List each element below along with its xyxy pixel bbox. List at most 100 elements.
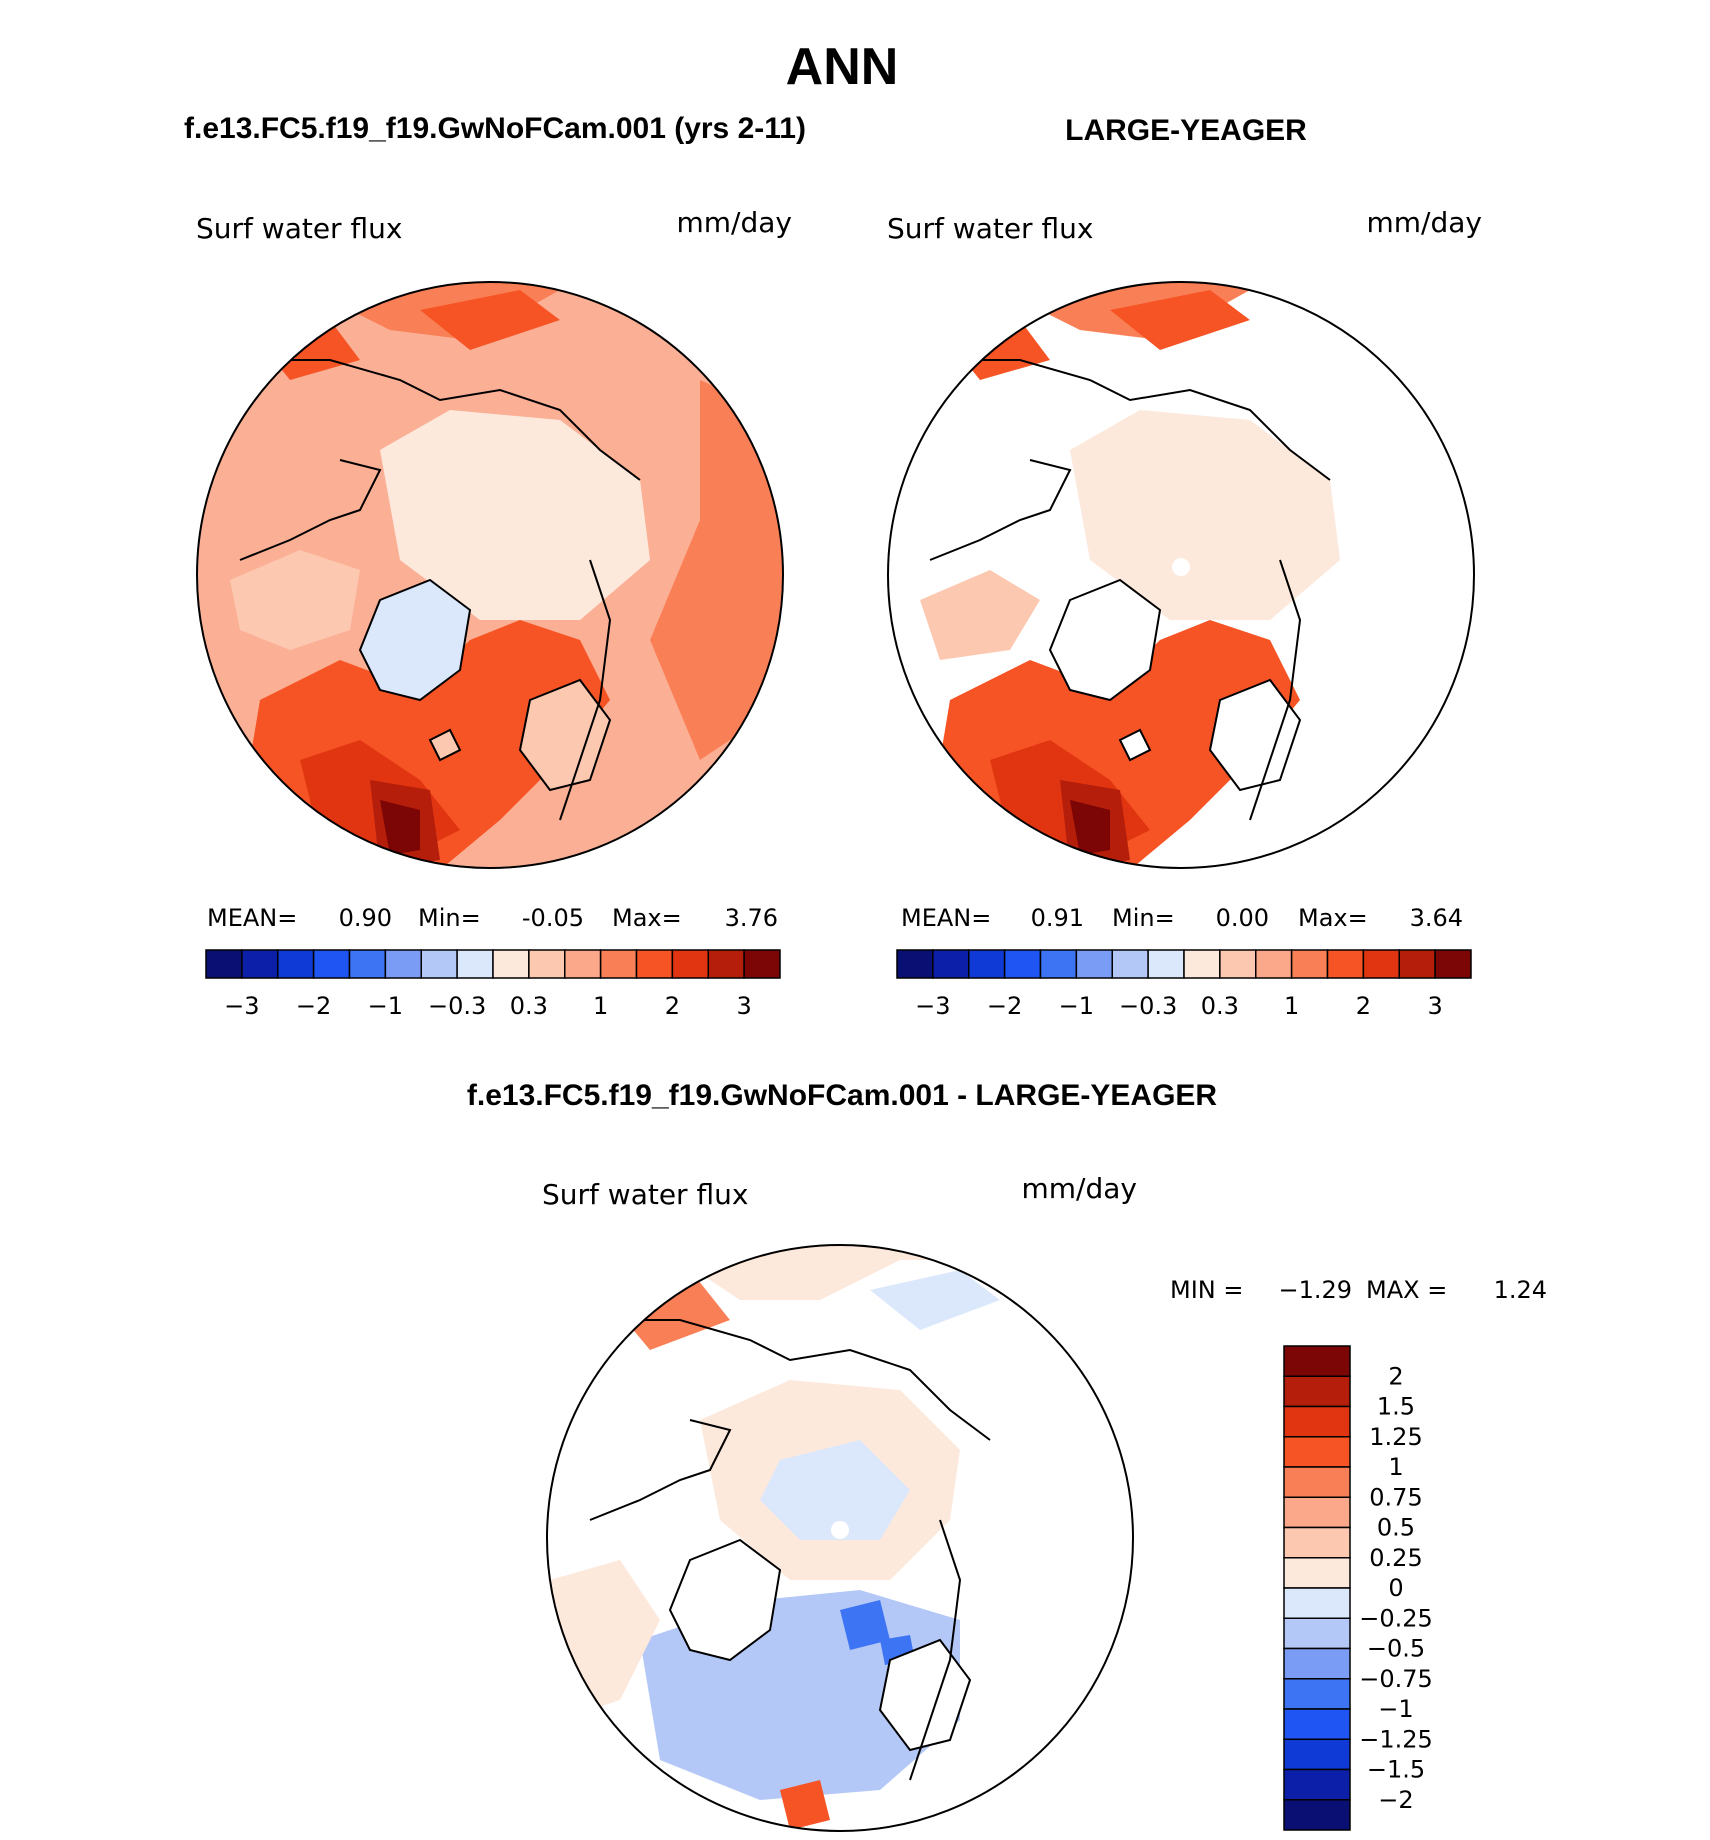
cbar3-swatch-12 bbox=[1283, 1708, 1351, 1740]
cbar3-swatch-10 bbox=[1283, 1647, 1351, 1680]
panel1-variable-label: Surf water flux bbox=[196, 212, 402, 245]
panel1-colorbar: −3 −2 −1 −0.3 0.3 1 2 3 bbox=[205, 949, 781, 1020]
cbar1-tick-label-4: 0.3 bbox=[510, 992, 548, 1020]
map2-field-arctic bbox=[1070, 410, 1340, 620]
cbar2-tick-label-2: −1 bbox=[1059, 992, 1094, 1020]
diff-minmax: MIN = −1.29 MAX = 1.24 bbox=[1170, 1276, 1547, 1304]
cbar2-swatch-3 bbox=[1003, 949, 1042, 979]
panel2-stats: MEAN= 0.91 Min= 0.00 Max= 3.64 bbox=[901, 904, 1463, 932]
cbar1-swatch-8 bbox=[492, 949, 530, 979]
map1-coast-europe bbox=[559, 559, 612, 821]
cbar2-tick-label-3: −0.3 bbox=[1119, 992, 1177, 1020]
panel1-mean-value: 0.90 bbox=[339, 904, 392, 932]
panel2-header: LARGE-YEAGER bbox=[1065, 114, 1307, 147]
cbar2-swatch-0 bbox=[896, 949, 934, 979]
panel2-colorbar: −3 −2 −1 −0.3 0.3 1 2 3 bbox=[896, 949, 1472, 1020]
cbar2-swatch-4 bbox=[1039, 949, 1078, 979]
panel2-units-label: mm/day bbox=[1367, 206, 1483, 239]
cbar3-swatch-0 bbox=[1283, 1345, 1351, 1377]
cbar1-swatch-13 bbox=[671, 949, 709, 979]
cbar3-swatch-4 bbox=[1283, 1466, 1351, 1498]
cbar2-swatch-15 bbox=[1434, 949, 1472, 979]
cbar3-swatch-6 bbox=[1283, 1526, 1351, 1559]
cbar1-tick-label-1: −2 bbox=[296, 992, 331, 1020]
cbar3-swatch-7 bbox=[1283, 1557, 1351, 1589]
map2-field-west bbox=[920, 570, 1040, 660]
map1-field-atlantic-max bbox=[380, 800, 420, 855]
cbar2-swatch-9 bbox=[1219, 949, 1257, 979]
panel1-max-value: 3.76 bbox=[725, 904, 778, 932]
map2-scandinavia bbox=[1208, 678, 1302, 792]
cbar1-tick-label-5: 1 bbox=[593, 992, 608, 1020]
cbar2-swatch-8 bbox=[1183, 949, 1221, 979]
cbar3-tick-label-11: −1 bbox=[1378, 1695, 1413, 1723]
map2-pole-gap bbox=[1172, 558, 1190, 576]
map3-field-south-pos bbox=[780, 1780, 830, 1830]
cbar3-swatch-3 bbox=[1283, 1436, 1351, 1468]
map3-field-neg-core1 bbox=[840, 1600, 890, 1650]
panel1-header: f.e13.FC5.f19_f19.GwNoFCam.001 (yrs 2-11… bbox=[184, 112, 806, 145]
map3-field-arctic-neg bbox=[760, 1440, 910, 1540]
cbar1-swatch-7 bbox=[456, 949, 494, 979]
map1-field-arctic bbox=[380, 410, 650, 620]
diff-max-value: 1.24 bbox=[1494, 1276, 1547, 1304]
cbar1-swatch-15 bbox=[743, 949, 781, 979]
map3-coast-archipelago bbox=[589, 1419, 732, 1521]
map-diff bbox=[546, 1244, 1134, 1832]
cbar3-tick-label-6: 0.25 bbox=[1369, 1544, 1422, 1572]
cbar1-swatch-4 bbox=[348, 949, 387, 979]
cbar3-tick-label-13: −1.5 bbox=[1367, 1756, 1425, 1784]
map2-coast-europe bbox=[1249, 559, 1302, 821]
cbar3-tick-label-14: −2 bbox=[1378, 1786, 1413, 1814]
cbar3-tick-label-10: −0.75 bbox=[1359, 1665, 1433, 1693]
cbar1-swatch-6 bbox=[420, 949, 458, 979]
cbar2-swatch-1 bbox=[932, 949, 970, 979]
map3-field-bering-neg bbox=[870, 1270, 1000, 1330]
cbar3-tick-label-8: −0.25 bbox=[1359, 1604, 1433, 1632]
main-title: ANN bbox=[786, 38, 899, 96]
map3-boundary bbox=[546, 1244, 1134, 1832]
cbar2-swatch-14 bbox=[1398, 949, 1436, 979]
panel1-mean-label: MEAN= bbox=[207, 904, 297, 932]
panel2-min-value: 0.00 bbox=[1216, 904, 1269, 932]
cbar1-swatch-9 bbox=[528, 949, 566, 979]
panel1-stats: MEAN= 0.90 Min= -0.05 Max= 3.76 bbox=[207, 904, 778, 932]
cbar3-swatch-14 bbox=[1283, 1768, 1351, 1801]
map1-boundary bbox=[196, 281, 784, 869]
panel1-units-label: mm/day bbox=[677, 206, 793, 239]
map-panel2 bbox=[887, 281, 1475, 869]
cbar3-tick-label-12: −1.25 bbox=[1359, 1725, 1433, 1753]
cbar3-swatch-2 bbox=[1283, 1405, 1351, 1438]
cbar1-tick-label-0: −3 bbox=[224, 992, 259, 1020]
cbar1-tick-label-6: 2 bbox=[665, 992, 680, 1020]
cbar1-tick-label-2: −1 bbox=[368, 992, 403, 1020]
diff-min-value: −1.29 bbox=[1278, 1276, 1352, 1304]
cbar2-swatch-13 bbox=[1362, 949, 1400, 979]
panel2-min-label: Min= bbox=[1112, 904, 1175, 932]
diff-min-label: MIN = bbox=[1170, 1276, 1243, 1304]
map2-coast-archipelago bbox=[929, 459, 1072, 561]
map1-field-bering bbox=[420, 290, 560, 350]
map3-greenland bbox=[668, 1538, 782, 1662]
diff-max-label: MAX = bbox=[1366, 1276, 1447, 1304]
cbar1-swatch-10 bbox=[564, 949, 602, 979]
panel2-max-label: Max= bbox=[1298, 904, 1368, 932]
map1-field-west-land bbox=[230, 550, 360, 650]
map2-boundary bbox=[887, 281, 1475, 869]
cbar1-swatch-0 bbox=[205, 949, 243, 979]
cbar3-tick-label-4: 0.75 bbox=[1369, 1483, 1422, 1511]
diff-units-label: mm/day bbox=[1022, 1172, 1138, 1205]
cbar3-tick-label-9: −0.5 bbox=[1367, 1635, 1425, 1663]
map1-iceland bbox=[428, 728, 462, 762]
map3-pole-gap bbox=[831, 1521, 849, 1539]
panel1-max-label: Max= bbox=[612, 904, 682, 932]
panel1-min-label: Min= bbox=[418, 904, 481, 932]
cbar3-tick-label-1: 1.5 bbox=[1377, 1393, 1415, 1421]
cbar3-tick-label-0: 2 bbox=[1388, 1362, 1403, 1390]
panel2-variable-label: Surf water flux bbox=[887, 212, 1093, 245]
cbar3-tick-label-5: 0.5 bbox=[1377, 1514, 1415, 1542]
cbar3-swatch-11 bbox=[1283, 1678, 1351, 1710]
cbar3-tick-label-3: 1 bbox=[1388, 1453, 1403, 1481]
cbar3-tick-label-2: 1.25 bbox=[1369, 1423, 1422, 1451]
